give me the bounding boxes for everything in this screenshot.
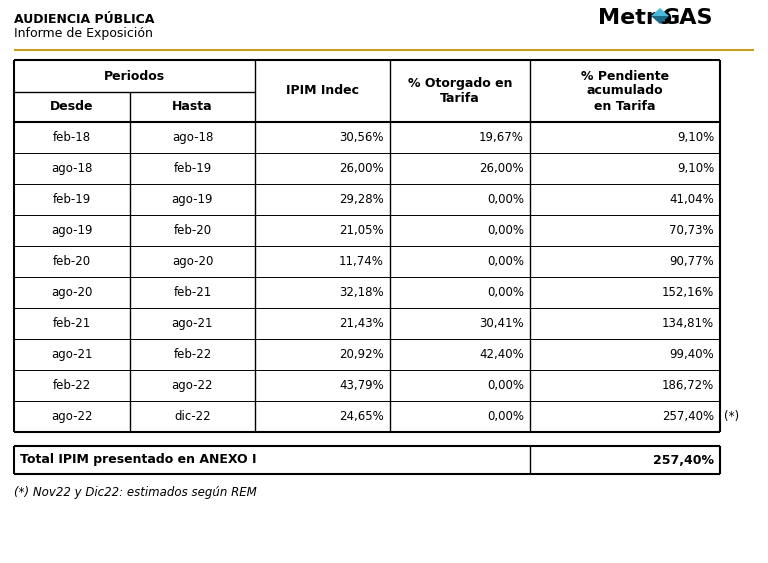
Text: 0,00%: 0,00% <box>487 255 524 268</box>
Text: 30,56%: 30,56% <box>339 131 384 144</box>
Text: 26,00%: 26,00% <box>479 162 524 175</box>
Text: % Otorgado en
Tarifa: % Otorgado en Tarifa <box>408 77 512 105</box>
Text: Desde: Desde <box>50 101 94 114</box>
Text: ago-20: ago-20 <box>172 255 214 268</box>
Text: ago-19: ago-19 <box>51 224 93 237</box>
Text: 152,16%: 152,16% <box>662 286 714 299</box>
Text: 0,00%: 0,00% <box>487 193 524 206</box>
Text: feb-19: feb-19 <box>53 193 91 206</box>
Text: (*) Nov22 y Dic22: estimados según REM: (*) Nov22 y Dic22: estimados según REM <box>14 486 257 499</box>
Text: ago-22: ago-22 <box>51 410 93 423</box>
Text: 0,00%: 0,00% <box>487 379 524 392</box>
Text: 11,74%: 11,74% <box>339 255 384 268</box>
Text: 186,72%: 186,72% <box>662 379 714 392</box>
Text: (*): (*) <box>724 410 739 423</box>
Text: 20,92%: 20,92% <box>339 348 384 361</box>
Text: ago-18: ago-18 <box>51 162 93 175</box>
Text: 70,73%: 70,73% <box>670 224 714 237</box>
Text: feb-22: feb-22 <box>174 348 212 361</box>
Text: Periodos: Periodos <box>104 69 165 83</box>
Text: AUDIENCIA PÚBLICA: AUDIENCIA PÚBLICA <box>14 13 154 26</box>
Polygon shape <box>651 8 669 16</box>
Text: 9,10%: 9,10% <box>677 131 714 144</box>
Text: 99,40%: 99,40% <box>669 348 714 361</box>
Text: feb-22: feb-22 <box>53 379 91 392</box>
Text: feb-20: feb-20 <box>174 224 211 237</box>
Text: 0,00%: 0,00% <box>487 410 524 423</box>
Polygon shape <box>651 16 669 24</box>
Text: 0,00%: 0,00% <box>487 224 524 237</box>
Text: 134,81%: 134,81% <box>662 317 714 330</box>
Text: dic-22: dic-22 <box>174 410 210 423</box>
Text: Informe de Exposición: Informe de Exposición <box>14 27 153 40</box>
Text: 19,67%: 19,67% <box>479 131 524 144</box>
Text: IPIM Indec: IPIM Indec <box>286 84 359 97</box>
Text: 42,40%: 42,40% <box>479 348 524 361</box>
Text: Hasta: Hasta <box>172 101 213 114</box>
Text: 257,40%: 257,40% <box>653 454 714 467</box>
Text: ago-22: ago-22 <box>172 379 214 392</box>
Text: Total IPIM presentado en ANEXO I: Total IPIM presentado en ANEXO I <box>20 454 257 467</box>
Text: feb-18: feb-18 <box>53 131 91 144</box>
Text: 29,28%: 29,28% <box>339 193 384 206</box>
Text: Metro: Metro <box>598 8 672 28</box>
Text: ago-19: ago-19 <box>172 193 214 206</box>
Text: 26,00%: 26,00% <box>339 162 384 175</box>
Text: GAS: GAS <box>662 8 713 28</box>
Text: ago-21: ago-21 <box>51 348 93 361</box>
Text: ago-18: ago-18 <box>172 131 214 144</box>
Text: feb-19: feb-19 <box>174 162 212 175</box>
Text: 43,79%: 43,79% <box>339 379 384 392</box>
Text: 21,05%: 21,05% <box>339 224 384 237</box>
Text: 21,43%: 21,43% <box>339 317 384 330</box>
Text: 41,04%: 41,04% <box>669 193 714 206</box>
Text: ago-20: ago-20 <box>51 286 93 299</box>
Text: 9,10%: 9,10% <box>677 162 714 175</box>
Text: % Pendiente
acumulado
en Tarifa: % Pendiente acumulado en Tarifa <box>581 69 669 113</box>
Text: 32,18%: 32,18% <box>339 286 384 299</box>
Text: 24,65%: 24,65% <box>339 410 384 423</box>
Text: feb-21: feb-21 <box>174 286 212 299</box>
Text: ago-21: ago-21 <box>172 317 214 330</box>
Text: 0,00%: 0,00% <box>487 286 524 299</box>
Text: 90,77%: 90,77% <box>669 255 714 268</box>
Text: feb-21: feb-21 <box>53 317 91 330</box>
Text: 257,40%: 257,40% <box>662 410 714 423</box>
Text: feb-20: feb-20 <box>53 255 91 268</box>
Text: 30,41%: 30,41% <box>479 317 524 330</box>
